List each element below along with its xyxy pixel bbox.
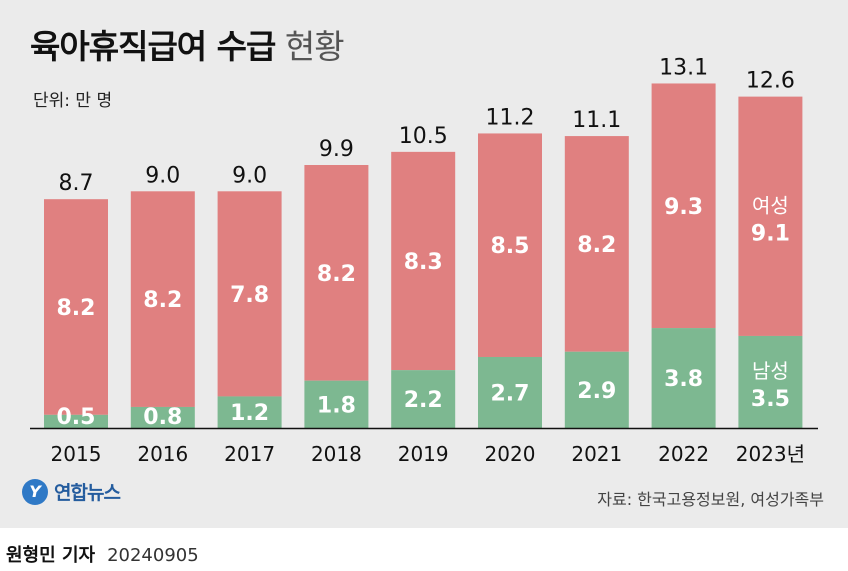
bar-female-2021 [564,136,629,352]
byline: 원형민 기자 20240905 [6,541,199,567]
value-label-female-2023년: 9.1 [751,221,790,246]
x-tick-label-2015: 2015 [51,442,102,466]
source-note: 자료: 한국고용정보원, 여성가족부 [597,490,824,509]
x-tick-label-2021: 2021 [571,442,622,466]
value-label-male-2023년: 3.5 [751,387,790,412]
stacked-bar-chart: 8.7 8.2 0.5 2015 9.0 8.2 0.8 2016 9.0 7.8 1.2 2017 9… [30,55,818,466]
value-label-female-2018: 8.2 [317,262,356,287]
bar-male-2022 [651,328,716,428]
x-tick-label-2017: 2017 [224,442,275,466]
bar-male-2015 [44,414,108,428]
bar-male-2021 [564,351,629,428]
total-label-2021: 11.1 [572,108,621,133]
x-tick-label-2022: 2022 [658,442,709,466]
bar-male-2019 [391,370,456,428]
bar-female-2023년 [738,96,803,336]
total-label-2019: 10.5 [399,124,448,149]
value-label-female-2019: 8.3 [404,250,443,275]
title-main: 육아휴직급여 수급 [30,27,276,66]
bar-female-2022 [651,83,716,329]
chart-title: 육아휴직급여 수급 현황 [30,20,345,68]
total-label-2018: 9.9 [319,137,354,162]
series-name-male: 남성 [752,359,789,383]
value-label-female-2020: 8.5 [491,234,530,259]
bar-female-2017 [217,191,282,397]
bar-female-2015 [44,199,108,415]
x-tick-label-2023년: 2023년 [736,442,805,466]
bar-female-2016 [130,191,195,407]
value-label-female-2016: 8.2 [143,288,182,313]
bar-male-2020 [478,356,542,428]
yonhap-logo: Y 연합뉴스 [22,478,121,505]
reporter-name: 원형민 기자 [6,545,96,566]
unit-label: 단위: 만 명 [33,91,113,111]
value-label-male-2018: 1.8 [317,393,356,418]
title-sub: 현황 [284,27,345,66]
publish-date: 20240905 [107,545,199,566]
total-label-2016: 9.0 [145,163,180,188]
bar-male-2018 [304,380,369,428]
value-label-male-2017: 1.2 [230,401,269,426]
x-tick-label-2016: 2016 [137,442,188,466]
bar-male-2017 [217,396,282,428]
bar-male-2016 [130,406,195,428]
value-label-male-2020: 2.7 [491,381,530,406]
value-label-male-2022: 3.8 [664,367,703,392]
value-label-female-2021: 8.2 [577,233,616,258]
bar-female-2018 [304,165,369,381]
value-label-female-2015: 8.2 [57,296,96,321]
total-label-2015: 8.7 [59,171,94,196]
value-label-male-2019: 2.2 [404,388,443,413]
value-label-female-2022: 9.3 [664,195,703,220]
value-label-male-2021: 2.9 [577,379,616,404]
bar-female-2020 [478,133,542,357]
bar-female-2019 [391,151,456,371]
yonhap-logo-icon: Y [22,478,48,505]
value-label-male-2016: 0.8 [143,405,182,430]
value-label-female-2017: 7.8 [230,283,269,308]
total-label-2017: 9.0 [232,163,267,188]
x-tick-label-2018: 2018 [311,442,362,466]
total-label-2023년: 12.6 [746,69,795,94]
x-tick-label-2020: 2020 [485,442,536,466]
x-tick-label-2019: 2019 [398,442,449,466]
value-label-male-2015: 0.5 [57,405,96,430]
total-label-2022: 13.1 [659,55,708,80]
total-label-2020: 11.2 [486,105,535,130]
series-name-female: 여성 [752,193,789,217]
bar-male-2023년 [738,335,803,428]
yonhap-logo-text: 연합뉴스 [54,482,121,504]
